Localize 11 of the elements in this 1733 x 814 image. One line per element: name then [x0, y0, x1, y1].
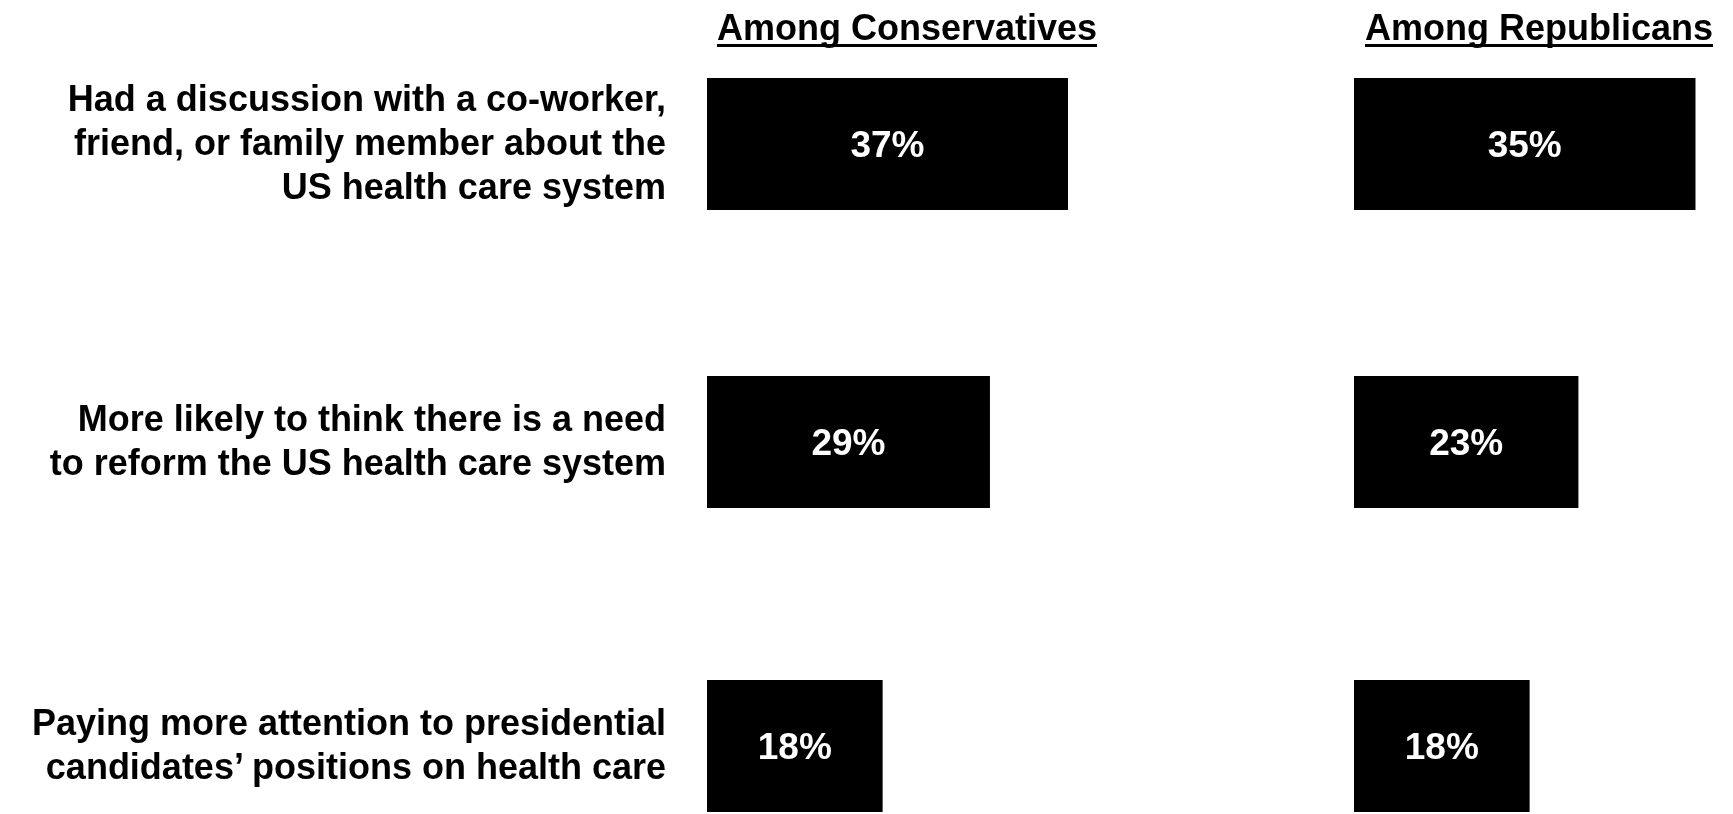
chart-title: Among Republicans — [1364, 7, 1714, 48]
chart-title: Among Conservatives — [716, 7, 1098, 48]
data-label: 37% — [850, 124, 925, 165]
y-tick-label: Had a discussion with a co-worker, friend, or family member about the US health care system — [67, 78, 666, 207]
data-label: 18% — [757, 726, 832, 767]
data-label: 35% — [1487, 124, 1562, 165]
data-label: 29% — [811, 422, 886, 463]
y-tick-label: More likely to think there is a need to reform the US health care system — [49, 398, 666, 483]
data-label: 18% — [1404, 726, 1479, 767]
y-tick-label: Paying more attention to presidential candidates’ positions on health care — [31, 702, 666, 787]
data-label: 23% — [1429, 422, 1504, 463]
